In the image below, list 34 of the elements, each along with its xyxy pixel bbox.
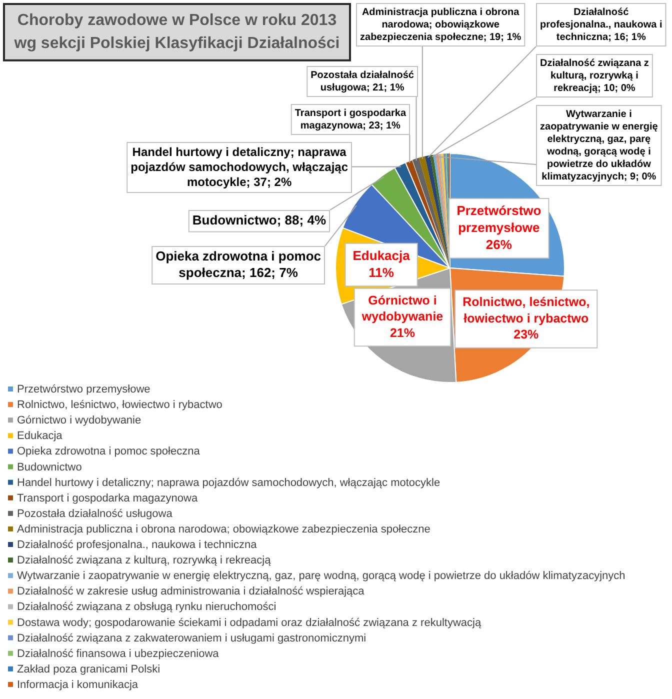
data-label: Handel hurtowy i detaliczny; naprawa pojazdów samochodowych, włączając motocykle; 37; 2% — [130, 144, 348, 189]
legend-label: Działalność związana z zakwaterowaniem i usługami gastronomicznymi — [17, 632, 366, 644]
legend-label: Przetwórstwo przemysłowe — [17, 384, 150, 396]
data-label: Edukacja 11% — [352, 248, 411, 280]
legend-label: Pozostała działalność usługowa — [17, 508, 174, 520]
data-label: Budownictwo; 88; 4% — [192, 212, 326, 228]
data-label: Administracja publiczna i obrona narodowa; obowiązkowe zabezpieczenia społeczne; 19; 1% — [360, 7, 522, 43]
legend-label: Działalność profesjonalna., naukowa i techniczna — [17, 539, 258, 552]
data-label: Przetwórstwo przemysłowe 26% — [456, 203, 542, 252]
data-label: Działalność profesjonalna., naukowa i techniczna; 16; 1% — [540, 7, 662, 43]
data-label: Wytwarzanie i zaopatrywanie w energię elektryczną, gaz, parę wodną, gorącą wodę i powietrze do układów klimatyzacyjnych; 9; 0% — [540, 109, 658, 182]
data-label: Opieka zdrowotna i pomoc społeczna; 162; 7% — [156, 248, 322, 280]
legend-label: Administracja publiczna i obrona narodowa; obowiązkowe zabezpieczenia społeczne — [17, 523, 430, 536]
text: Choroby zawodowe w Polsce w roku 2013 wg sekcji Polskiej Klasyfikacji Działalności — [13, 12, 340, 52]
legend-label: Informacja i komunikacja — [17, 678, 139, 691]
legend-label: Działalność finansowa i ubezpieczeniowa — [17, 648, 220, 660]
legend-label: Górnictwo i wydobywanie — [17, 414, 142, 427]
legend-label: Handel hurtowy i detaliczny; naprawa pojazdów samochodowych, włączając motocykle — [17, 476, 440, 489]
legend-label: Wytwarzanie i zaopatrywanie w energię elektryczną, gaz, parę wodną, gorącą wodę i powietrze do układów klimatyzacyjnych — [17, 570, 626, 582]
legend-label: Edukacja — [17, 430, 64, 442]
data-label: Rolnictwo, leśnictwo, łowiectwo i rybactwo 23% — [462, 295, 590, 342]
data-label: Działalność związana z kulturą, rozrywką i rekreacją; 10; 0% — [540, 58, 649, 94]
data-label: Pozostała działalność usługowa; 21; 1% — [310, 70, 414, 94]
legend-label: Działalność związana z kulturą, rozrywką i rekreacją — [17, 554, 272, 567]
legend-label: Budownictwo — [17, 461, 82, 474]
legend-label: Opieka zdrowotna i pomoc społeczna — [17, 446, 201, 458]
data-label: Górnictwo i wydobywanie 21% — [360, 293, 444, 340]
legend-label: Działalność w zakresie usług administrowania i działalność wspierająca — [17, 586, 366, 598]
legend-label: Działalność związana z obsługą rynku nieruchomości — [17, 601, 276, 614]
data-label: Transport i gospodarka magazynowa; 23; 1% — [294, 108, 406, 132]
legend-label: Rolnictwo, leśnictwo, łowiectwo i rybactwo — [17, 399, 222, 412]
legend-label: Transport i gospodarka magazynowa — [17, 492, 198, 504]
legend-label: Dostawa wody; gospodarowanie ściekami i odpadami oraz działalność związana z rekultywacją — [17, 616, 482, 629]
legend-label: Zakład poza granicami Polski — [17, 663, 160, 676]
